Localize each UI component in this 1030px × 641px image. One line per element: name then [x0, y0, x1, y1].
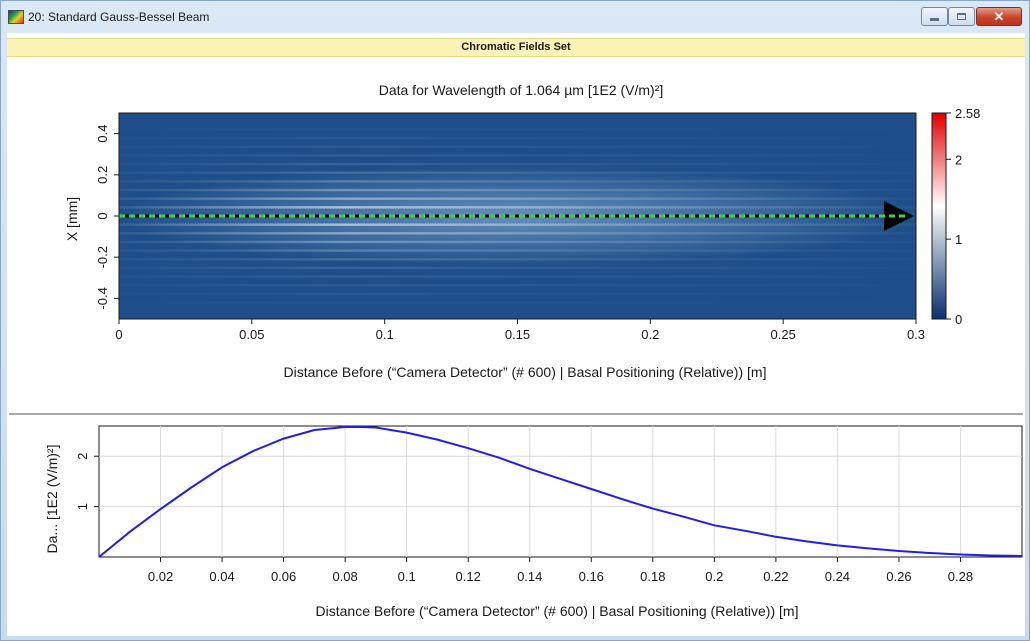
minimize-icon — [930, 18, 939, 21]
heatmap-x-axis: 0 0.05 0.1 0.15 0.2 0.25 0.3 — [115, 319, 925, 342]
lineplot-x-tick-label: 0.24 — [825, 569, 850, 584]
heatmap-fringe — [119, 145, 916, 148]
heatmap-fringe — [119, 206, 916, 209]
lineplot-x-label: Distance Before (“Camera Detector” (# 60… — [316, 603, 799, 619]
colorbar-tick-label: 0 — [955, 312, 962, 327]
heatmap-fringe — [119, 284, 916, 287]
lineplot-grid — [99, 426, 1022, 557]
plots-area: Data for Wavelength of 1.064 µm [1E2 (V/… — [9, 82, 1023, 619]
heatmap-fringe — [119, 249, 916, 252]
lineplot-x-tick-label: 0.22 — [763, 569, 788, 584]
heatmap-fringe — [119, 188, 916, 192]
heatmap-fringe — [119, 292, 916, 296]
lineplot-series — [98, 426, 1023, 558]
heatmap-fringe — [119, 301, 916, 303]
lineplot-x-tick-label: 0.14 — [517, 569, 542, 584]
heatmap-y-tick-label: -0.2 — [95, 246, 110, 268]
lineplot-y-tick-label: 1 — [75, 503, 90, 510]
heatmap-fringe — [119, 275, 916, 278]
heatmap-title: Data for Wavelength of 1.064 µm [1E2 (V/… — [379, 82, 664, 98]
colorbar — [931, 112, 947, 320]
heatmap-fringe — [119, 162, 916, 166]
document-area: Chromatic Fields Set — [7, 33, 1025, 636]
window-title: 20: Standard Gauss-Bessel Beam — [28, 10, 210, 24]
lineplot-area — [98, 425, 1023, 558]
heatmap-fringe — [119, 223, 916, 226]
heatmap-x-tick-label: 0.15 — [505, 327, 530, 342]
tab-chromatic-fields-set[interactable]: Chromatic Fields Set — [7, 38, 1025, 57]
heatmap-fringe — [119, 197, 916, 200]
lineplot-x-tick-label: 0.28 — [948, 569, 973, 584]
lineplot-x-tick-label: 0.1 — [398, 569, 416, 584]
heatmap-x-label: Distance Before (“Camera Detector” (# 60… — [284, 364, 767, 380]
minimize-button[interactable] — [921, 7, 948, 26]
heatmap-x-tick-label: 0.05 — [239, 327, 264, 342]
lineplot-x-tick-label: 0.06 — [271, 569, 296, 584]
colorbar-ticks: 0 1 2 2.58 — [946, 106, 980, 327]
heatmap-fringe — [119, 136, 916, 140]
heatmap-fringe — [119, 180, 916, 183]
colorbar-tick-label: 1 — [955, 232, 962, 247]
lineplot-x-tick-label: 0.2 — [705, 569, 723, 584]
heatmap-x-tick-label: 0.2 — [641, 327, 659, 342]
close-icon: ✕ — [993, 9, 1005, 24]
maximize-icon — [957, 13, 966, 20]
colorbar-tick-label: 2 — [955, 152, 962, 167]
heatmap-fringe — [119, 171, 916, 174]
lineplot-y-label: Da... [1E2 (V/m)²] — [44, 445, 60, 554]
heatmap-x-tick-label: 0 — [115, 327, 122, 342]
lineplot-y-tick-label: 2 — [75, 453, 90, 460]
title-bar[interactable]: 20: Standard Gauss-Bessel Beam ✕ — [1, 1, 1029, 33]
app-icon — [8, 10, 24, 24]
heatmap-fringe — [119, 232, 916, 235]
heatmap-y-tick-label: 0 — [95, 212, 110, 219]
lineplot-x-tick-label: 0.16 — [579, 569, 604, 584]
heatmap-y-axis: 0.4 0.2 0 -0.2 -0.4 — [95, 125, 119, 310]
lineplot-x-tick-label: 0.12 — [456, 569, 481, 584]
lineplot-x-tick-label: 0.18 — [640, 569, 665, 584]
colorbar-tick-label: 2.58 — [955, 106, 980, 121]
heatmap-y-tick-label: 0.4 — [95, 125, 110, 143]
lineplot-x-tick-label: 0.26 — [886, 569, 911, 584]
heatmap-x-tick-label: 0.1 — [376, 327, 394, 342]
lineplot-y-axis: 12 — [75, 453, 99, 510]
heatmap-y-tick-label: 0.2 — [95, 166, 110, 184]
maximize-button[interactable] — [948, 7, 975, 26]
close-button[interactable]: ✕ — [976, 7, 1022, 26]
lineplot-x-axis: 0.02 0.04 0.06 0.08 0.1 0.12 0.14 0.16 0.18 0.2 0.… — [148, 557, 973, 584]
heatmap-fringe — [119, 128, 916, 130]
heatmap-y-label: X [mm] — [64, 197, 80, 241]
heatmap-y-tick-label: -0.4 — [95, 287, 110, 309]
heatmap-fringe — [119, 154, 916, 157]
heatmap-fringe — [119, 266, 916, 270]
heatmap-x-tick-label: 0.3 — [907, 327, 925, 342]
lineplot-x-tick-label: 0.04 — [209, 569, 234, 584]
heatmap-x-tick-label: 0.25 — [771, 327, 796, 342]
heatmap-fringe — [119, 258, 916, 261]
lineplot-x-tick-label: 0.02 — [148, 569, 173, 584]
lineplot-x-tick-label: 0.08 — [332, 569, 357, 584]
heatmap-fringe — [119, 240, 916, 244]
